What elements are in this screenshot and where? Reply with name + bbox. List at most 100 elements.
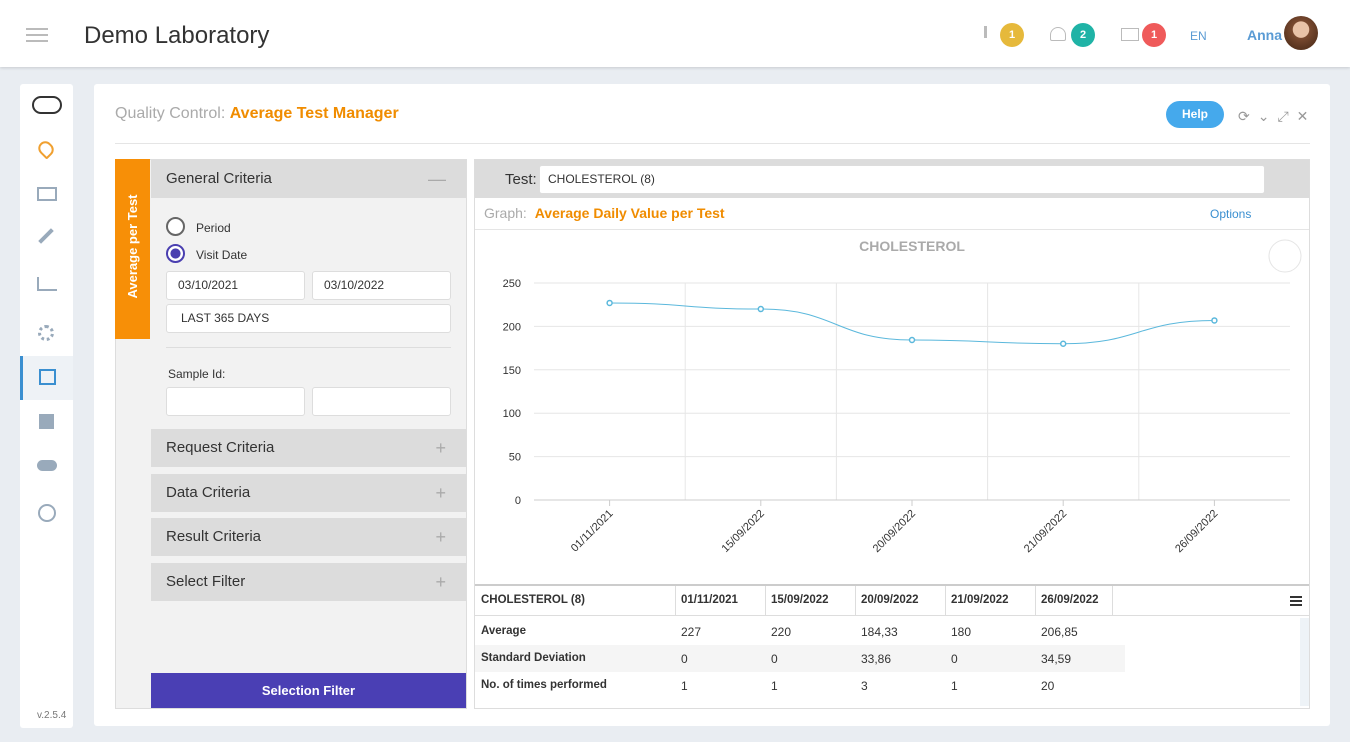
column-divider xyxy=(765,586,766,616)
sample-input[interactable] xyxy=(166,387,305,416)
x-tick-label: 26/09/2022 xyxy=(1173,508,1220,555)
section-header[interactable]: General Criteria — xyxy=(151,160,466,198)
panel-title: Quality Control: Average Test Manager xyxy=(115,105,399,123)
result-panel xyxy=(474,159,1310,709)
table-cell: 1 xyxy=(681,679,688,693)
table-cell: 220 xyxy=(771,625,792,639)
column-divider xyxy=(945,586,946,616)
test-label: Test: xyxy=(505,171,537,188)
app-title: Demo Laboratory xyxy=(84,22,270,49)
language[interactable]: EN xyxy=(1190,29,1207,43)
badge[interactable]: 2 xyxy=(1071,23,1095,47)
range-select[interactable]: LAST 365 DAYS xyxy=(166,304,451,333)
table-cell: 206,85 xyxy=(1041,625,1078,639)
nav-icon[interactable] xyxy=(37,277,57,291)
date-input[interactable]: 03/10/2021 xyxy=(166,271,305,300)
nav-icon[interactable] xyxy=(38,504,56,522)
menu-icon[interactable] xyxy=(26,28,48,30)
x-tick-label: 01/11/2021 xyxy=(569,508,616,555)
alert-icon[interactable] xyxy=(984,26,988,38)
download-button[interactable] xyxy=(1268,239,1302,273)
table-cell: 0 xyxy=(951,652,958,666)
user-icon[interactable] xyxy=(1050,27,1066,41)
point xyxy=(606,299,613,307)
options-button[interactable]: Options xyxy=(1210,207,1252,221)
column-divider xyxy=(855,586,856,616)
point xyxy=(1211,317,1218,324)
column-divider xyxy=(1035,586,1036,616)
table-cell: 20 xyxy=(1041,679,1055,693)
help-button[interactable]: Help xyxy=(1166,101,1224,128)
favorites-icon[interactable] xyxy=(35,138,57,160)
logo xyxy=(32,96,62,114)
badge[interactable]: 1 xyxy=(1000,23,1024,47)
expand-icon[interactable]: + xyxy=(435,572,446,592)
scrollbar xyxy=(1300,618,1309,706)
x-tick-label: 15/09/2022 xyxy=(720,508,767,555)
selection-filter-button[interactable]: Selection Filter xyxy=(151,673,466,708)
version: v.2.5.4 xyxy=(37,710,67,721)
section-header[interactable]: Request Criteria + xyxy=(151,429,466,467)
row-label: Standard Deviation xyxy=(481,652,586,664)
badge[interactable]: 1 xyxy=(1142,23,1166,47)
collapse-icon[interactable]: — xyxy=(428,169,446,189)
section-title: Data Criteria xyxy=(166,484,251,501)
avatar[interactable] xyxy=(1284,16,1318,50)
section-header[interactable]: Data Criteria + xyxy=(151,474,466,512)
radio[interactable] xyxy=(166,217,185,236)
nav-icon[interactable] xyxy=(39,414,54,429)
section-title: Result Criteria xyxy=(166,528,262,545)
user-name[interactable]: Anna xyxy=(1247,27,1282,43)
column-divider xyxy=(1112,586,1113,616)
expand-icon[interactable]: + xyxy=(435,438,446,458)
section-header[interactable]: Result Criteria + xyxy=(151,518,466,556)
panel-name: Average Test Manager xyxy=(229,105,399,122)
y-tick-label: 150 xyxy=(503,365,521,377)
date-input[interactable]: 03/10/2022 xyxy=(312,271,451,300)
radio-label: Visit Date xyxy=(196,248,248,262)
sample-input[interactable] xyxy=(312,387,451,416)
section-title: General Criteria xyxy=(166,170,272,187)
table-cell: 33,86 xyxy=(861,652,892,666)
table-cell: 227 xyxy=(681,625,702,639)
panel-tools[interactable]: ⟳⌄⤢✕ xyxy=(1238,108,1317,124)
table-header-row xyxy=(475,586,1309,616)
y-tick-label: 0 xyxy=(515,495,521,507)
active-item[interactable] xyxy=(20,356,73,400)
divider xyxy=(166,347,451,348)
y-tick-label: 200 xyxy=(503,321,521,333)
graph-name: Average Daily Value per Test xyxy=(534,205,725,221)
data-table: CHOLESTEROL (8) 01/11/2021 15/09/2022 20/09… xyxy=(475,584,1309,708)
x-tick-label: 20/09/2022 xyxy=(871,508,918,555)
sidebar: v.2.5.4 xyxy=(20,84,73,728)
y-tick-label: 100 xyxy=(503,408,521,420)
nav-icon[interactable] xyxy=(39,369,56,385)
point xyxy=(1059,340,1067,348)
graph-label: Graph: xyxy=(484,205,527,221)
column-header: 21/09/2022 xyxy=(951,594,1009,606)
table-cell: 180 xyxy=(951,625,972,639)
y-tick-label: 250 xyxy=(503,278,521,290)
nav-icon[interactable] xyxy=(37,460,57,471)
vertical-tab-label: Average per Test xyxy=(125,194,140,299)
vertical-tab[interactable]: Average per Test xyxy=(115,159,150,339)
row-label: Average xyxy=(481,625,526,637)
graph-title: Graph: Average Daily Value per Test xyxy=(484,205,725,221)
top-bar: Demo Laboratory 1 2 1 EN Anna xyxy=(0,0,1350,67)
section-title: Request Criteria xyxy=(166,439,275,456)
test-select[interactable]: CHOLESTEROL (8) xyxy=(539,165,1265,194)
expand-icon[interactable]: + xyxy=(435,527,446,547)
nav-icon[interactable] xyxy=(37,187,57,201)
table-cell: 34,59 xyxy=(1041,652,1072,666)
nav-icon[interactable] xyxy=(38,325,54,341)
section-header[interactable]: Select Filter + xyxy=(151,563,466,601)
table-cell: 0 xyxy=(681,652,688,666)
mail-icon[interactable] xyxy=(1121,28,1139,41)
radio[interactable] xyxy=(166,244,185,263)
row-stripe xyxy=(475,645,1125,672)
expand-icon[interactable]: + xyxy=(435,483,446,503)
nav-icon[interactable] xyxy=(38,228,54,244)
table-cell: 3 xyxy=(861,679,868,693)
column-divider xyxy=(675,586,676,616)
